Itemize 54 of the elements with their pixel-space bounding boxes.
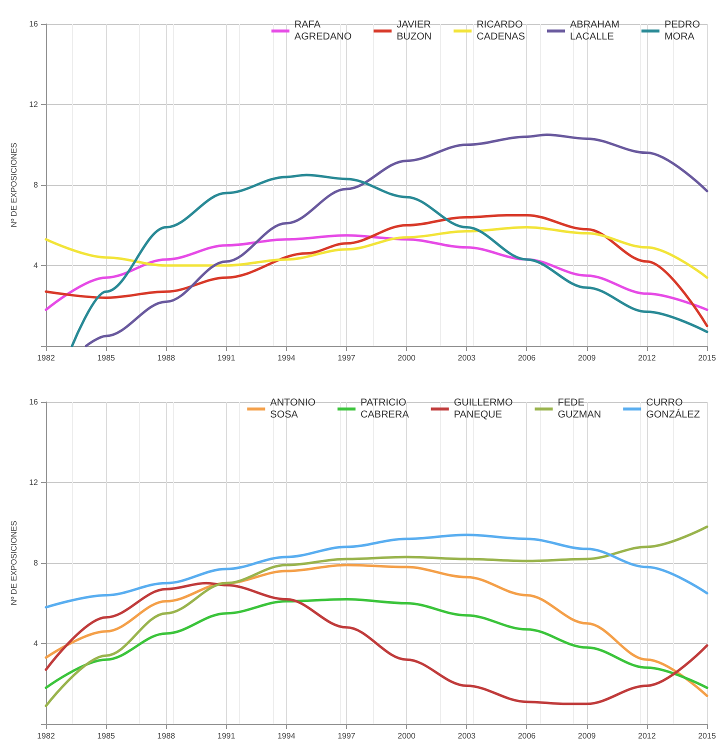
y-tick-label: 8 (34, 558, 39, 568)
x-tick-label: 1994 (277, 354, 296, 362)
x-tick-label: 2003 (458, 732, 476, 740)
y-tick-label: 4 (34, 639, 39, 648)
x-tick-label: 1982 (37, 354, 56, 362)
legend-label: RAFA AGREDANO (294, 20, 352, 42)
line-series (44, 534, 708, 609)
line-series (70, 174, 708, 348)
y-tick-label: 16 (29, 398, 39, 406)
x-tick-label: 2000 (398, 354, 416, 362)
legend-label: ABRAHAM LACALLE (570, 20, 620, 42)
legend-label: RICARDO CADENAS (476, 20, 526, 42)
line-series (44, 526, 708, 708)
y-tick-label: 12 (29, 478, 39, 487)
x-tick-label: 1988 (157, 732, 176, 740)
x-tick-label: 2009 (578, 354, 596, 362)
x-tick-label: 1994 (277, 732, 296, 740)
y-axis-title: Nº DE EXPOSICIONES (10, 520, 18, 606)
x-tick-label: 1985 (97, 354, 116, 362)
legend-label: CURRO GONZÁLEZ (646, 398, 700, 420)
y-tick-label: 4 (34, 261, 39, 270)
legend-label: GUILLERMO PANEQUE (454, 398, 513, 420)
legend-label: JAVIER BUZON (396, 20, 432, 42)
x-tick-label: 2000 (398, 732, 416, 740)
x-tick-label: 1997 (338, 354, 356, 362)
line-series (44, 582, 708, 706)
y-tick-label: 8 (34, 180, 39, 190)
legend-label: ANTONIO SOSA (270, 398, 316, 420)
legend-label: PATRICIO CABRERA (360, 398, 410, 420)
x-tick-label: 1988 (157, 354, 176, 362)
x-tick-label: 1982 (37, 732, 56, 740)
x-tick-label: 1991 (217, 354, 236, 362)
legend-label: PEDRO MORA (664, 20, 700, 42)
x-tick-label: 2006 (518, 354, 536, 362)
x-tick-label: 2015 (698, 732, 716, 740)
y-tick-label: 12 (29, 100, 39, 109)
legend-label: FEDE GUZMAN (558, 398, 602, 420)
x-tick-label: 1985 (97, 732, 116, 740)
x-tick-label: 1991 (217, 732, 236, 740)
x-tick-label: 2003 (458, 354, 476, 362)
line-series (44, 226, 708, 279)
y-tick-label: 16 (29, 20, 39, 28)
line-series (44, 234, 708, 312)
x-tick-label: 2009 (578, 732, 596, 740)
x-tick-label: 2012 (638, 732, 656, 740)
line-series (84, 133, 708, 348)
x-tick-label: 2015 (698, 354, 716, 362)
line-series (44, 564, 708, 698)
x-tick-label: 2012 (638, 354, 656, 362)
x-tick-label: 1997 (338, 732, 356, 740)
y-axis-title: Nº DE EXPOSICIONES (10, 142, 18, 228)
line-series (44, 598, 708, 690)
x-tick-label: 2006 (518, 732, 536, 740)
line-series (44, 214, 708, 328)
